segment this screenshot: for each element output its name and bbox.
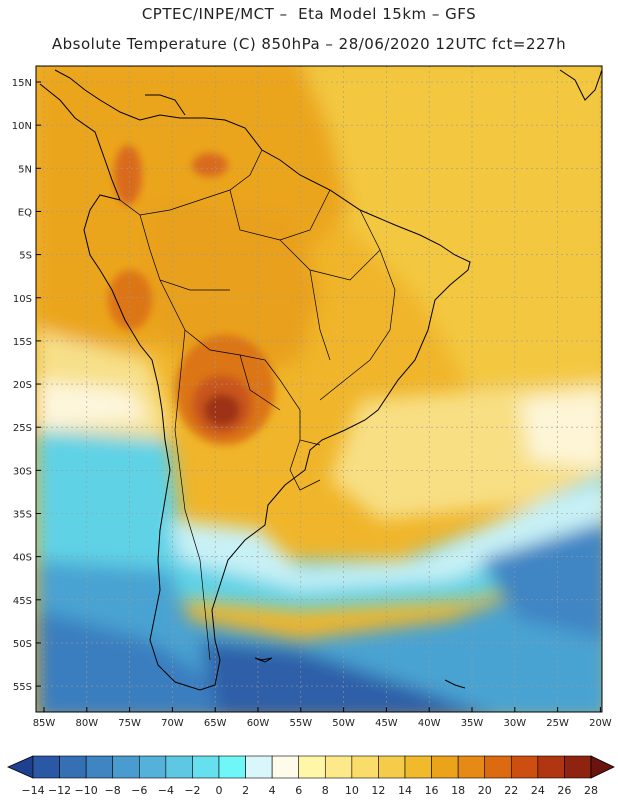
colorbar-swatch bbox=[510, 755, 539, 779]
colorbar-label: −4 bbox=[158, 784, 174, 797]
lat-label: EQ bbox=[18, 207, 32, 218]
colorbar-swatch bbox=[324, 755, 353, 779]
colorbar-label: −2 bbox=[184, 784, 200, 797]
colorbar-labels: −14 −12 −10 −8 −6 −4 −2 0 2 4 6 8 10 12 14 16 18 20 22 24 26… bbox=[21, 784, 598, 797]
lat-lon-grid bbox=[36, 66, 602, 712]
colorbar-label: 28 bbox=[584, 784, 598, 797]
colorbar-swatch bbox=[59, 755, 87, 779]
colorbar-label: 20 bbox=[478, 784, 492, 797]
lon-label: 85W bbox=[33, 718, 56, 729]
colorbar-swatch bbox=[298, 755, 326, 779]
lon-label: 20W bbox=[589, 718, 612, 729]
colorbar-swatch bbox=[271, 755, 300, 779]
colorbar-label: 2 bbox=[242, 784, 249, 797]
colorbar-label: −10 bbox=[75, 784, 98, 797]
colorbar-swatch bbox=[404, 755, 432, 779]
lat-label: 15S bbox=[13, 337, 32, 348]
colorbar-swatch bbox=[351, 755, 379, 779]
colorbar-label: 10 bbox=[345, 784, 359, 797]
colorbar-swatch bbox=[192, 755, 220, 779]
lon-label: 65W bbox=[204, 718, 227, 729]
longitude-labels: 85W 80W 75W 70W 65W 60W 55W 50W 45W 40W 35W 30W 25W 2… bbox=[33, 707, 612, 729]
colorbar-swatch bbox=[484, 755, 512, 779]
colorbar-swatch bbox=[245, 755, 273, 779]
lat-label: 55S bbox=[13, 682, 32, 693]
coastline bbox=[39, 69, 602, 691]
lat-label: 15N bbox=[12, 78, 32, 89]
lat-label: 30S bbox=[13, 466, 32, 477]
colorbar-label: 22 bbox=[504, 784, 518, 797]
colorbar-label: 6 bbox=[295, 784, 302, 797]
colorbar-swatch bbox=[457, 755, 486, 779]
colorbar-arrow-low bbox=[7, 755, 34, 779]
colorbar-swatch bbox=[165, 755, 193, 779]
colorbar-label: 14 bbox=[398, 784, 412, 797]
lat-label: 50S bbox=[13, 639, 32, 650]
lat-label: 40S bbox=[13, 553, 32, 564]
lon-label: 75W bbox=[118, 718, 141, 729]
lon-label: 50W bbox=[332, 718, 355, 729]
lon-label: 55W bbox=[289, 718, 312, 729]
colorbar-swatch bbox=[537, 755, 565, 779]
colorbar-swatch bbox=[431, 755, 459, 779]
colorbar-swatch bbox=[564, 755, 592, 779]
colorbar-swatch bbox=[32, 755, 60, 779]
colorbar-label: 4 bbox=[269, 784, 276, 797]
lon-label: 45W bbox=[375, 718, 398, 729]
colorbar-label: −14 bbox=[21, 784, 44, 797]
colorbar-label: 8 bbox=[322, 784, 329, 797]
lat-label: 5N bbox=[18, 164, 32, 175]
colorbar-label: 26 bbox=[557, 784, 571, 797]
lat-label: 35S bbox=[13, 510, 32, 521]
colorbar-label: 0 bbox=[216, 784, 223, 797]
colorbar-arrow-high bbox=[590, 755, 615, 779]
country-borders bbox=[119, 149, 396, 661]
colorbar-swatch bbox=[138, 755, 167, 779]
temperature-field bbox=[36, 66, 602, 712]
lon-label: 25W bbox=[546, 718, 569, 729]
lat-label: 10S bbox=[13, 294, 32, 305]
latitude-labels: 15N 10N 5N EQ 5S 10S 15S 20S 25S 30S 35S 40S 45S 50S 5… bbox=[12, 78, 41, 693]
chart-title-line2: Absolute Temperature (C) 850hPa – 28/06/… bbox=[51, 35, 567, 53]
colorbar-label: 12 bbox=[371, 784, 385, 797]
colorbar-label: 24 bbox=[531, 784, 545, 797]
colorbar-label: −12 bbox=[48, 784, 71, 797]
colorbar-swatch bbox=[85, 755, 114, 779]
colorbar-label: −8 bbox=[105, 784, 121, 797]
colorbar-label: 18 bbox=[451, 784, 465, 797]
colorbar-swatch bbox=[112, 755, 140, 779]
lon-label: 60W bbox=[247, 718, 270, 729]
colorbar-label: −6 bbox=[131, 784, 147, 797]
map-frame bbox=[35, 65, 603, 713]
chart-title-line1: CPTEC/INPE/MCT – Eta Model 15km – GFS bbox=[141, 5, 477, 23]
colorbar bbox=[7, 755, 615, 779]
lat-label: 5S bbox=[19, 251, 32, 262]
colorbar-swatch bbox=[218, 755, 246, 779]
colorbar-swatch bbox=[378, 755, 406, 779]
lon-label: 30W bbox=[503, 718, 526, 729]
colorbar-label: 16 bbox=[425, 784, 439, 797]
lon-label: 40W bbox=[418, 718, 441, 729]
lon-label: 35W bbox=[461, 718, 484, 729]
lon-label: 80W bbox=[75, 718, 98, 729]
lat-label: 20S bbox=[13, 380, 32, 391]
lat-label: 45S bbox=[13, 596, 32, 607]
lon-label: 70W bbox=[161, 718, 184, 729]
lat-label: 25S bbox=[13, 423, 32, 434]
lat-label: 10N bbox=[12, 121, 32, 132]
